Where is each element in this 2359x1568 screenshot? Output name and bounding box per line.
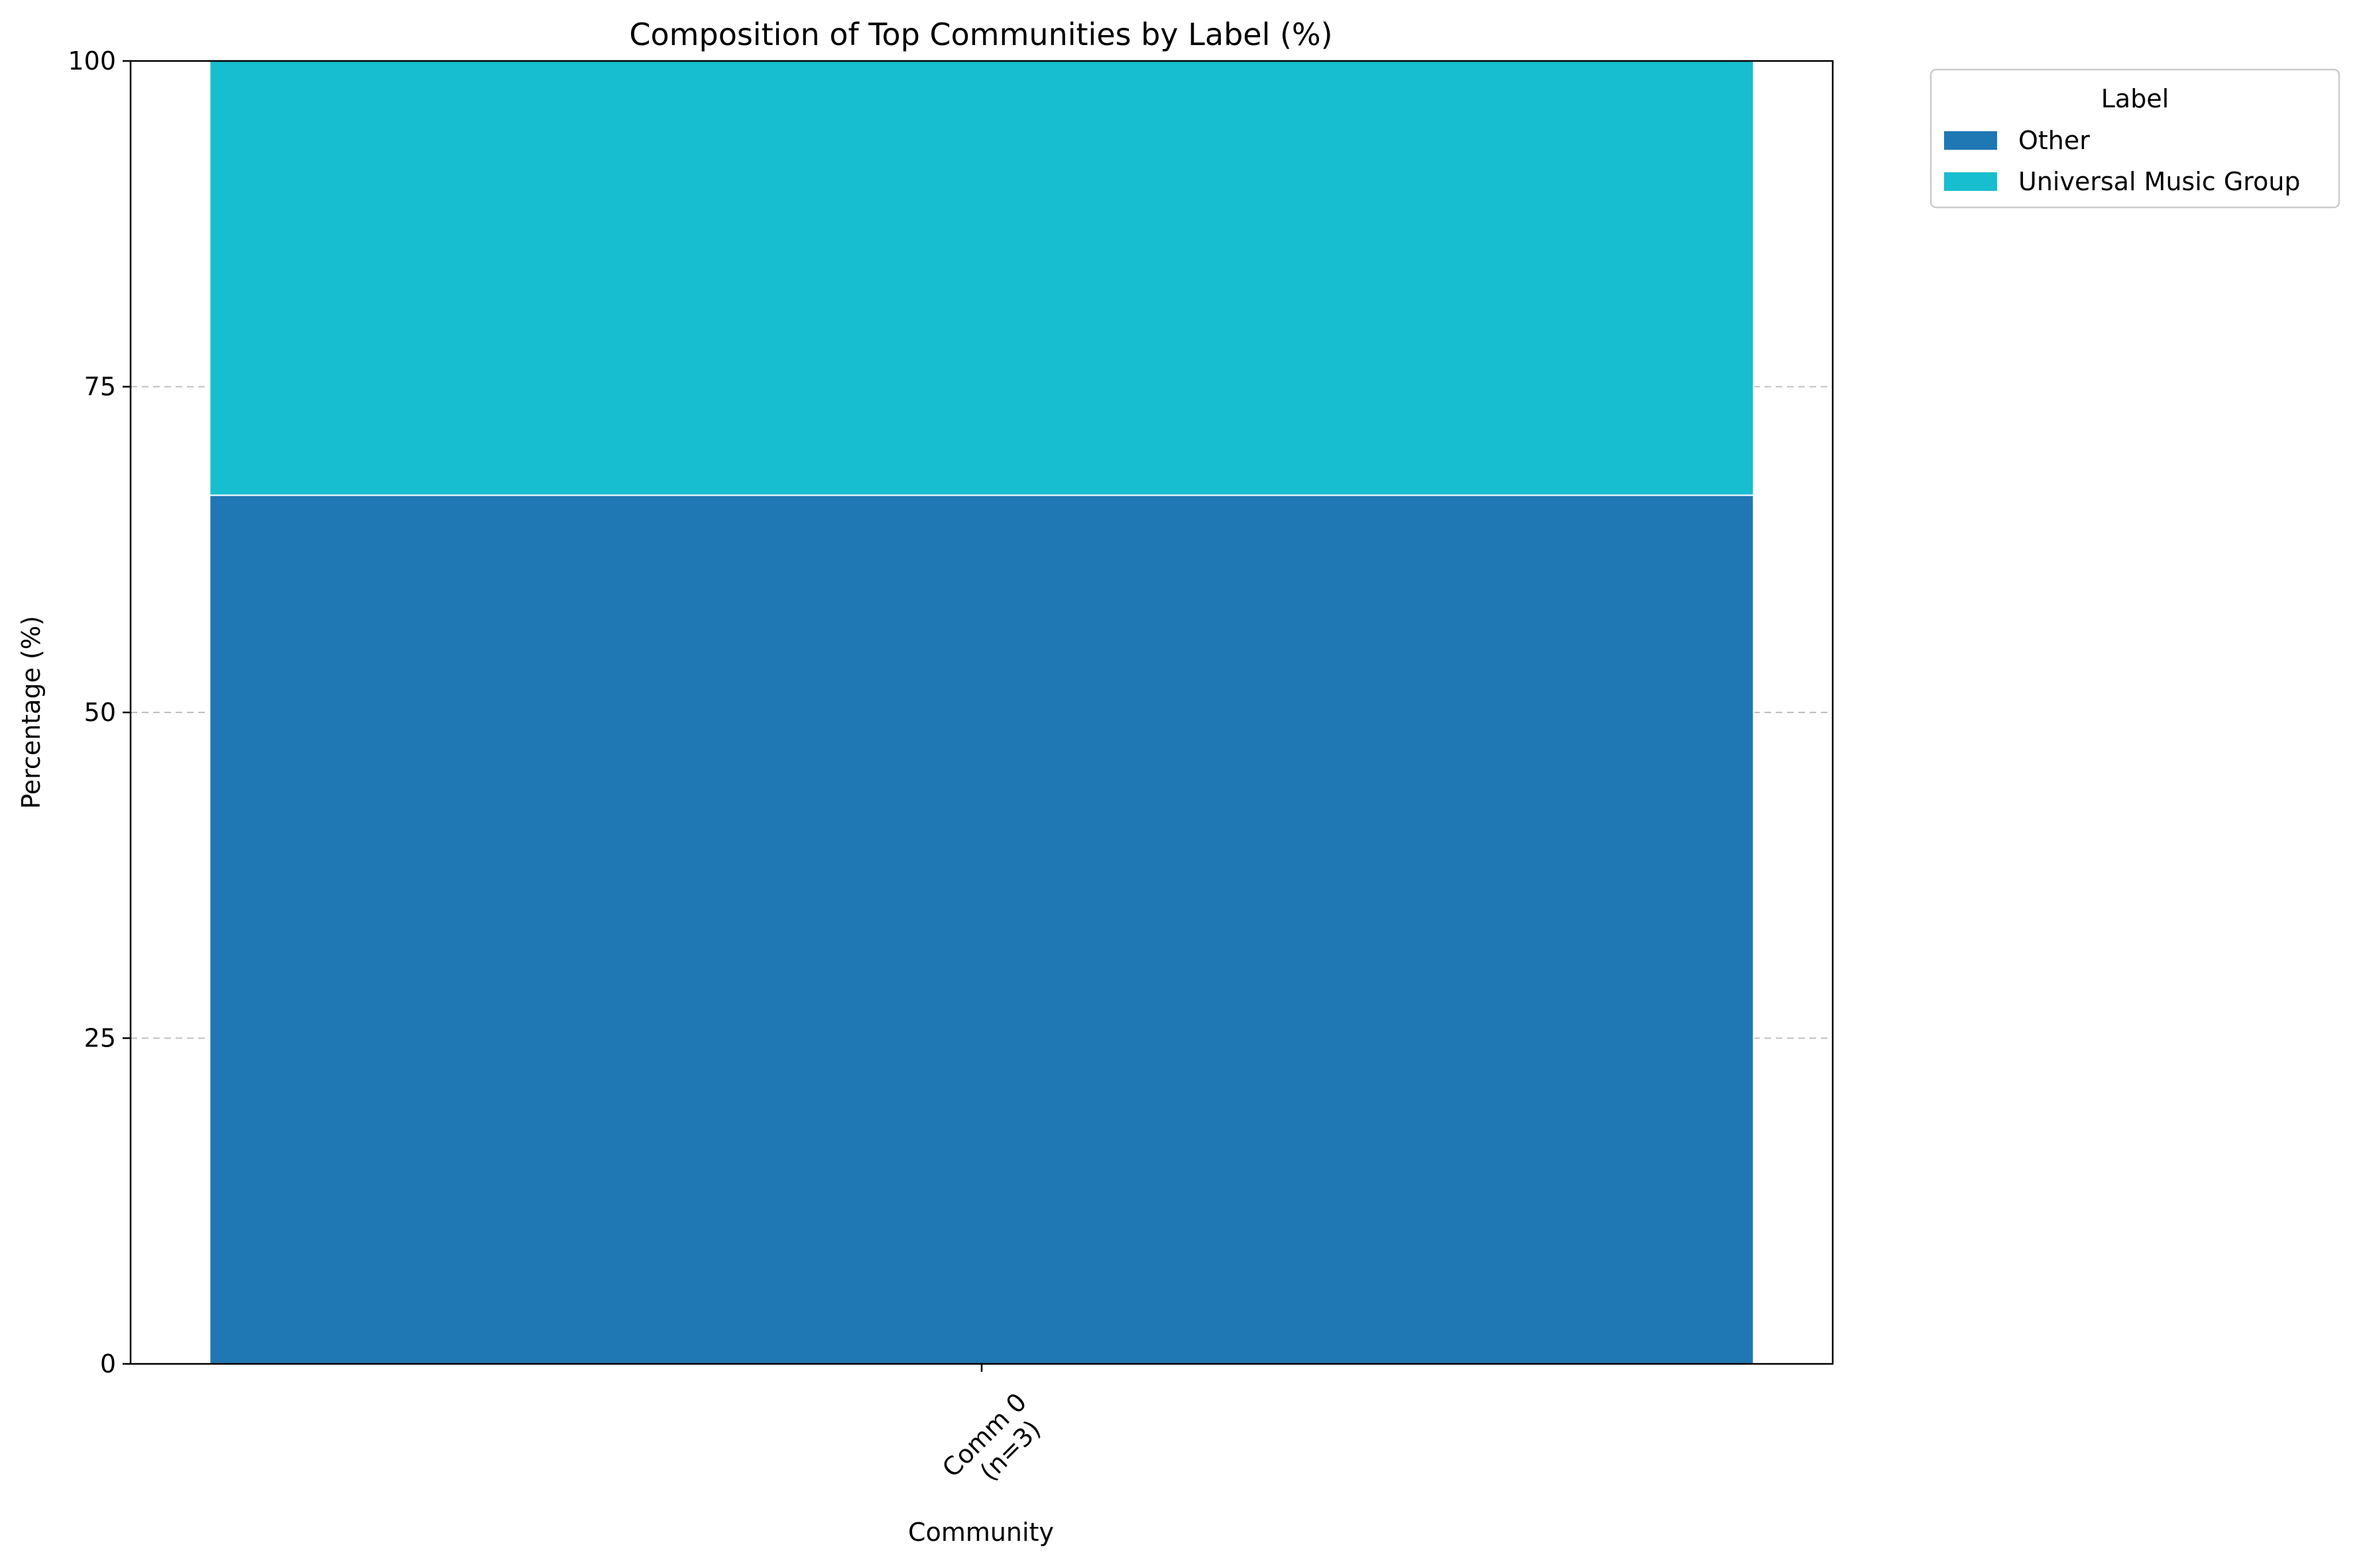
y-tick-label: 100 (68, 46, 116, 76)
legend-entry-label: Other (2018, 126, 2090, 155)
bar-segment-universal-music-group (209, 60, 1755, 496)
y-tick-label: 0 (100, 1349, 116, 1378)
y-tick-label: 75 (84, 372, 116, 402)
y-axis-ticks: 0 25 50 75 100 (68, 46, 131, 1378)
legend-title: Label (2101, 84, 2169, 113)
chart-title: Composition of Top Communities by Label … (629, 17, 1332, 52)
legend-swatch (1944, 131, 1997, 150)
legend-entry-label: Universal Music Group (2018, 167, 2301, 196)
y-axis-label: Percentage (%) (17, 616, 46, 809)
bars-group (209, 60, 1755, 1365)
legend-swatch (1944, 172, 1997, 191)
y-tick-label: 50 (84, 698, 116, 727)
y-tick-label: 25 (84, 1024, 116, 1053)
legend: Label Other Universal Music Group (1929, 68, 2340, 209)
legend-frame (1929, 68, 2340, 209)
bar-segment-other (209, 494, 1755, 1365)
x-axis-label: Community (908, 1518, 1054, 1547)
legend-items: Other Universal Music Group (1944, 126, 2301, 196)
